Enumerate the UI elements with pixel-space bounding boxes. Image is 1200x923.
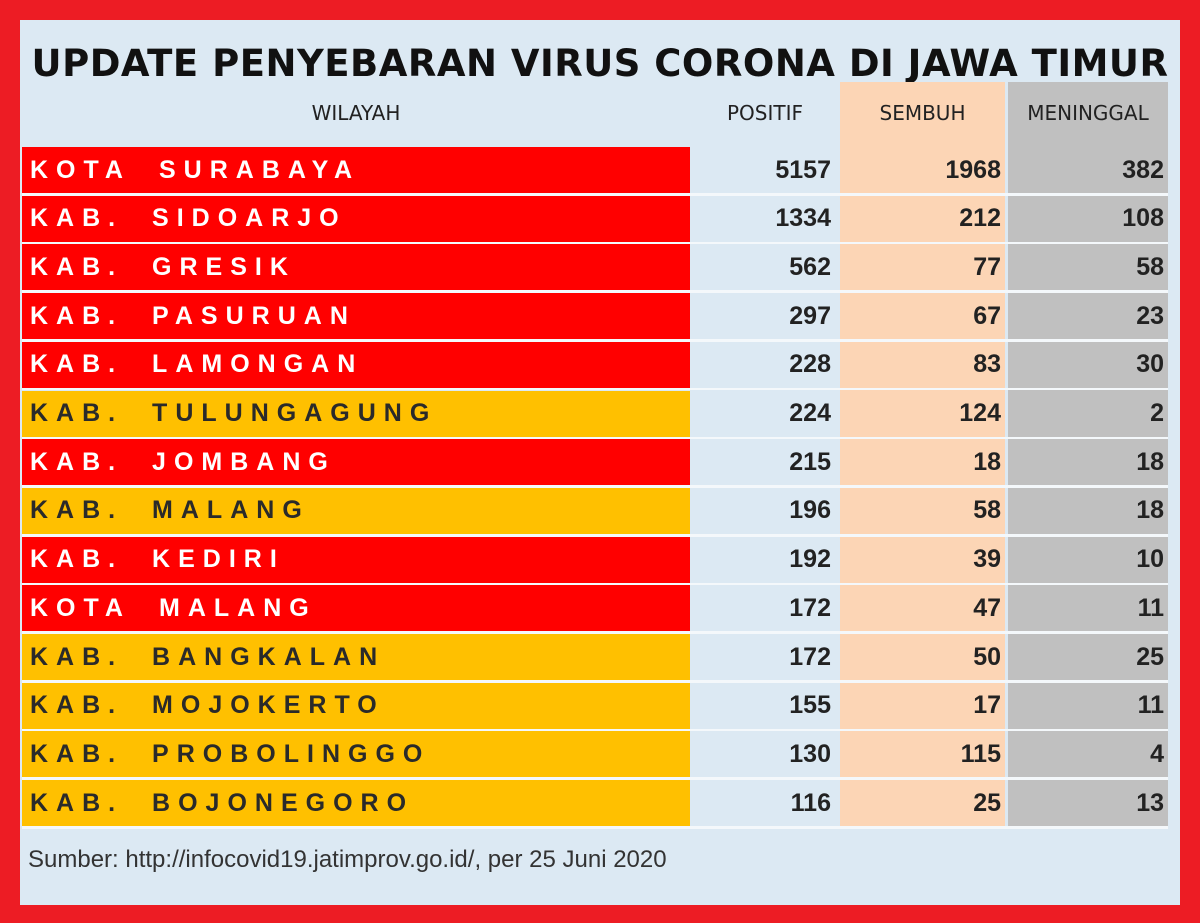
- region-cell: KAB. MOJOKERTO: [22, 682, 690, 729]
- value-cell: 1334: [775, 204, 831, 233]
- value-cell: 25: [973, 788, 1001, 817]
- region-cell: KAB. BANGKALAN: [22, 634, 690, 680]
- value-cell: 50: [973, 642, 1001, 671]
- value-cell: 192: [789, 545, 831, 574]
- region-cell: KAB. MALANG: [22, 487, 690, 534]
- value-cell: 25: [1136, 642, 1164, 671]
- region-cell: KAB. PROBOLINGGO: [22, 731, 690, 778]
- row-separator: [22, 241, 1168, 245]
- value-cell: 5157: [775, 155, 831, 184]
- value-cell: 11: [1137, 593, 1164, 622]
- value-cell: 4: [1150, 739, 1164, 768]
- column-background: [840, 82, 1005, 829]
- value-cell: 77: [973, 252, 1001, 281]
- value-cell: 1968: [945, 155, 1001, 184]
- value-cell: 30: [1136, 350, 1164, 379]
- row-separator: [22, 290, 1168, 294]
- row-separator: [22, 485, 1168, 488]
- value-cell: 130: [789, 739, 831, 768]
- column-background: [1008, 82, 1168, 829]
- region-cell: KAB. SIDOARJO: [22, 195, 690, 242]
- panel: UPDATE PENYEBARAN VIRUS CORONA DI JAWA T…: [20, 20, 1180, 905]
- value-cell: 47: [973, 593, 1001, 622]
- region-cell: KOTA MALANG: [22, 585, 690, 632]
- value-cell: 172: [789, 593, 831, 622]
- value-cell: 562: [789, 252, 831, 281]
- column-header: WILAYAH: [22, 82, 690, 144]
- value-cell: 2: [1150, 399, 1164, 427]
- value-cell: 58: [973, 496, 1001, 525]
- row-separator: [22, 387, 1168, 391]
- value-cell: 228: [789, 350, 831, 379]
- value-cell: 11: [1137, 691, 1164, 720]
- value-cell: 215: [789, 447, 831, 476]
- row-separator: [22, 631, 1168, 634]
- row-separator: [22, 436, 1168, 440]
- row-separator: [22, 193, 1168, 196]
- value-cell: 18: [1136, 447, 1164, 476]
- region-cell: KAB. PASURUAN: [22, 293, 690, 340]
- region-cell: KAB. KEDIRI: [22, 536, 690, 583]
- source-note: Sumber: http://infocovid19.jatimprov.go.…: [28, 846, 667, 873]
- value-cell: 212: [959, 204, 1001, 233]
- value-cell: 115: [960, 739, 1001, 768]
- value-cell: 17: [973, 691, 1001, 720]
- value-cell: 10: [1136, 545, 1164, 574]
- region-cell: KAB. JOMBANG: [22, 439, 690, 486]
- value-cell: 18: [1136, 496, 1164, 525]
- column-header: MENINGGAL: [1008, 82, 1168, 144]
- region-cell: KAB. BOJONEGORO: [22, 780, 690, 827]
- value-cell: 196: [789, 496, 831, 525]
- region-cell: KAB. LAMONGAN: [22, 341, 690, 388]
- title: UPDATE PENYEBARAN VIRUS CORONA DI JAWA T…: [31, 42, 1169, 85]
- value-cell: 224: [789, 399, 831, 427]
- row-separator: [22, 728, 1168, 732]
- value-cell: 18: [973, 447, 1001, 476]
- value-cell: 13: [1136, 788, 1164, 817]
- value-cell: 108: [1122, 204, 1164, 233]
- value-cell: 67: [973, 301, 1001, 330]
- row-separator: [22, 826, 1168, 829]
- value-cell: 58: [1136, 252, 1164, 281]
- column-header: POSITIF: [695, 82, 835, 144]
- value-cell: 155: [789, 691, 831, 720]
- row-separator: [22, 777, 1168, 781]
- value-cell: 172: [789, 642, 831, 671]
- value-cell: 382: [1122, 155, 1164, 184]
- region-cell: KOTA SURABAYA: [22, 147, 690, 193]
- value-cell: 39: [973, 545, 1001, 574]
- value-cell: 124: [959, 399, 1001, 427]
- row-separator: [22, 582, 1168, 586]
- row-separator: [22, 680, 1168, 683]
- row-separator: [22, 339, 1168, 342]
- row-separator: [22, 533, 1168, 537]
- region-cell: KAB. TULUNGAGUNG: [22, 390, 690, 437]
- value-cell: 116: [790, 788, 831, 817]
- value-cell: 23: [1136, 301, 1164, 330]
- column-header: SEMBUH: [840, 82, 1005, 144]
- value-cell: 297: [789, 301, 831, 330]
- value-cell: 83: [973, 350, 1001, 379]
- region-cell: KAB. GRESIK: [22, 244, 690, 291]
